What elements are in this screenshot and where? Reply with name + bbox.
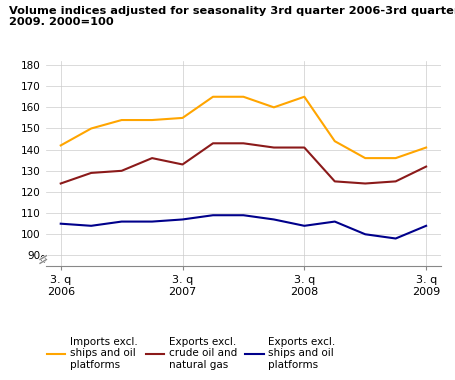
Legend: Imports excl.
ships and oil
platforms, Exports excl.
crude oil and
natural gas, : Imports excl. ships and oil platforms, E… (47, 337, 335, 370)
Text: 0: 0 (39, 255, 46, 265)
Text: Volume indices adjusted for seasonality 3rd quarter 2006-3rd quarter
2009. 2000=: Volume indices adjusted for seasonality … (9, 6, 455, 27)
